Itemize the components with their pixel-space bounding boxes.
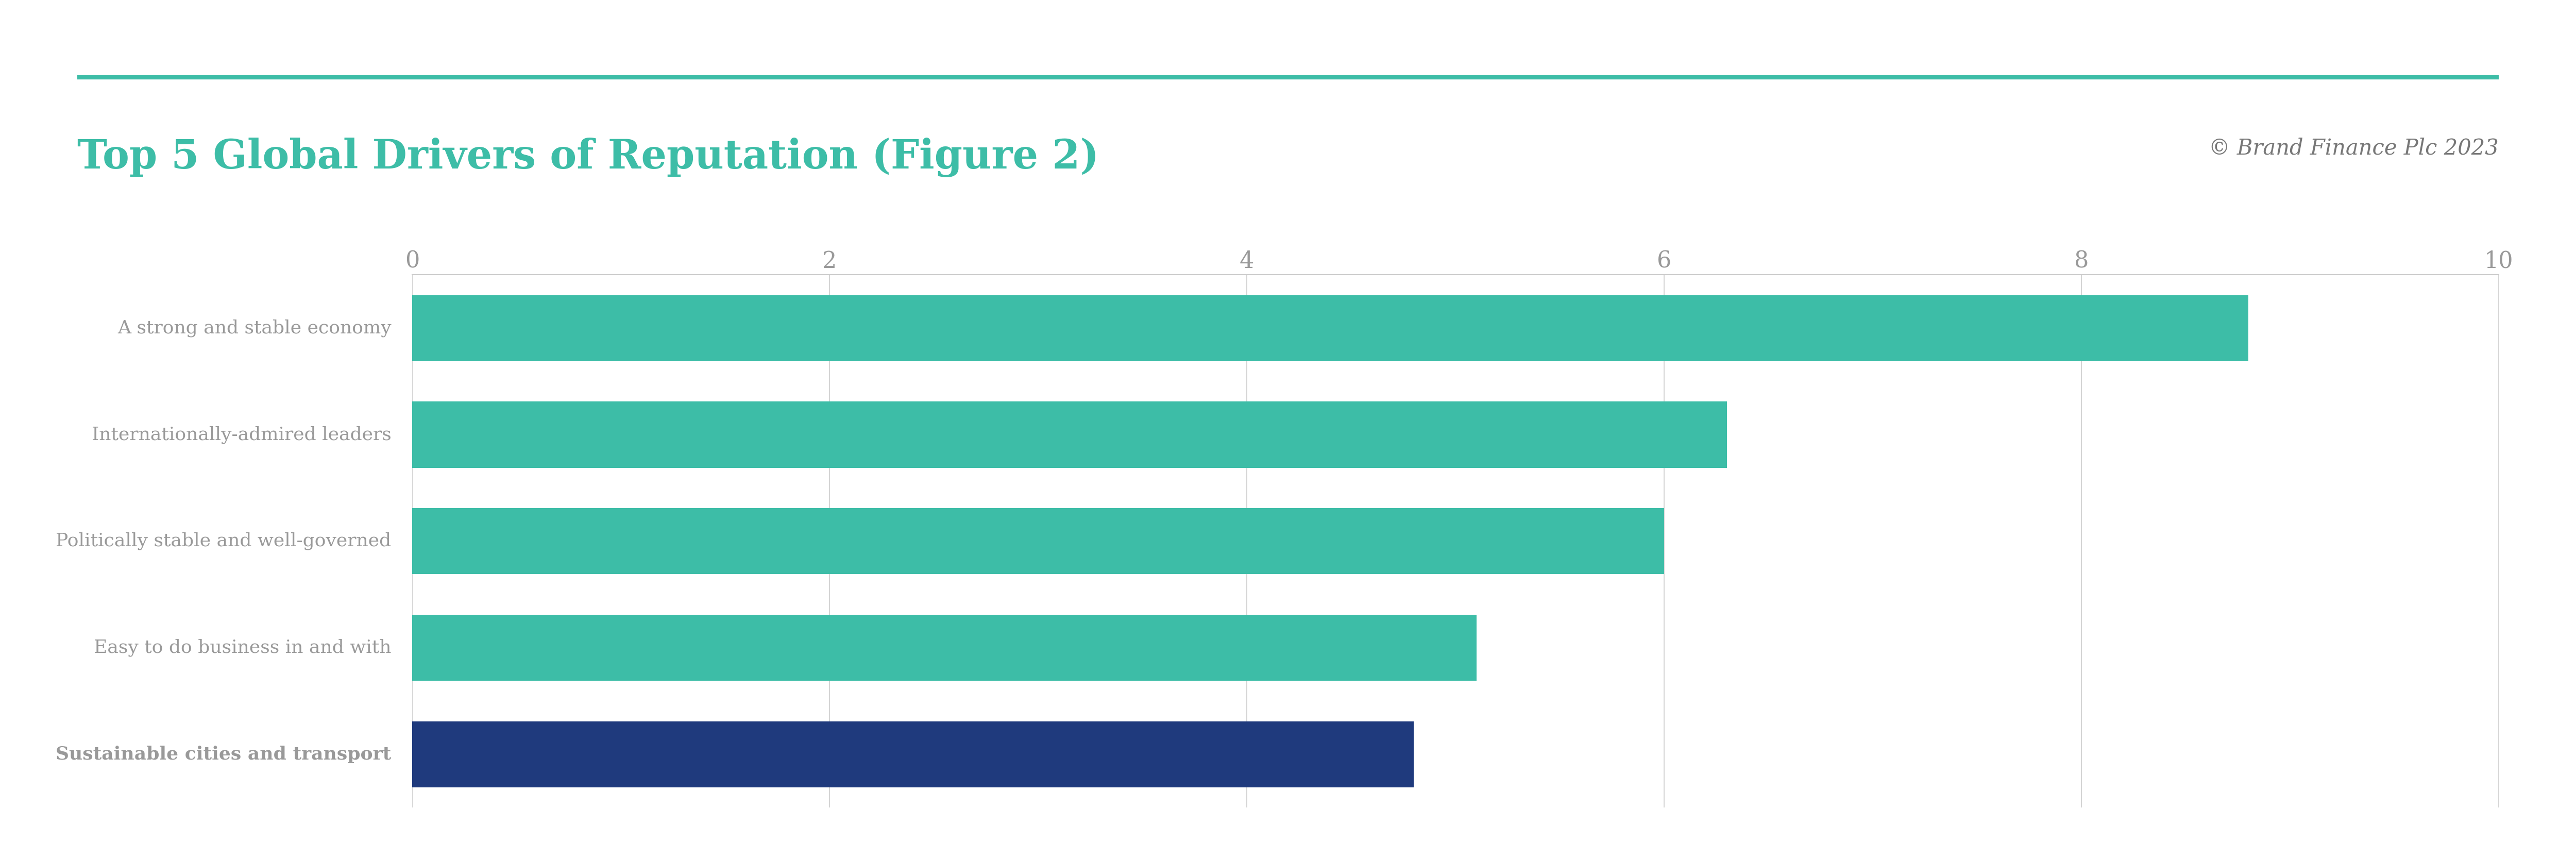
Text: © Brand Finance Plc 2023: © Brand Finance Plc 2023 (2208, 137, 2499, 159)
Text: Sustainable cities and transport: Sustainable cities and transport (57, 746, 392, 763)
Bar (412, 402, 1726, 467)
Text: Politically stable and well-governed: Politically stable and well-governed (57, 533, 392, 550)
Text: A strong and stable economy: A strong and stable economy (118, 320, 392, 337)
Text: Internationally-admired leaders: Internationally-admired leaders (93, 426, 392, 443)
Bar (412, 509, 1664, 574)
Text: Easy to do business in and with: Easy to do business in and with (93, 639, 392, 656)
Bar (412, 615, 1476, 680)
Text: Top 5 Global Drivers of Reputation (Figure 2): Top 5 Global Drivers of Reputation (Figu… (77, 137, 1100, 177)
Bar (412, 722, 1414, 787)
Bar (412, 295, 2249, 361)
